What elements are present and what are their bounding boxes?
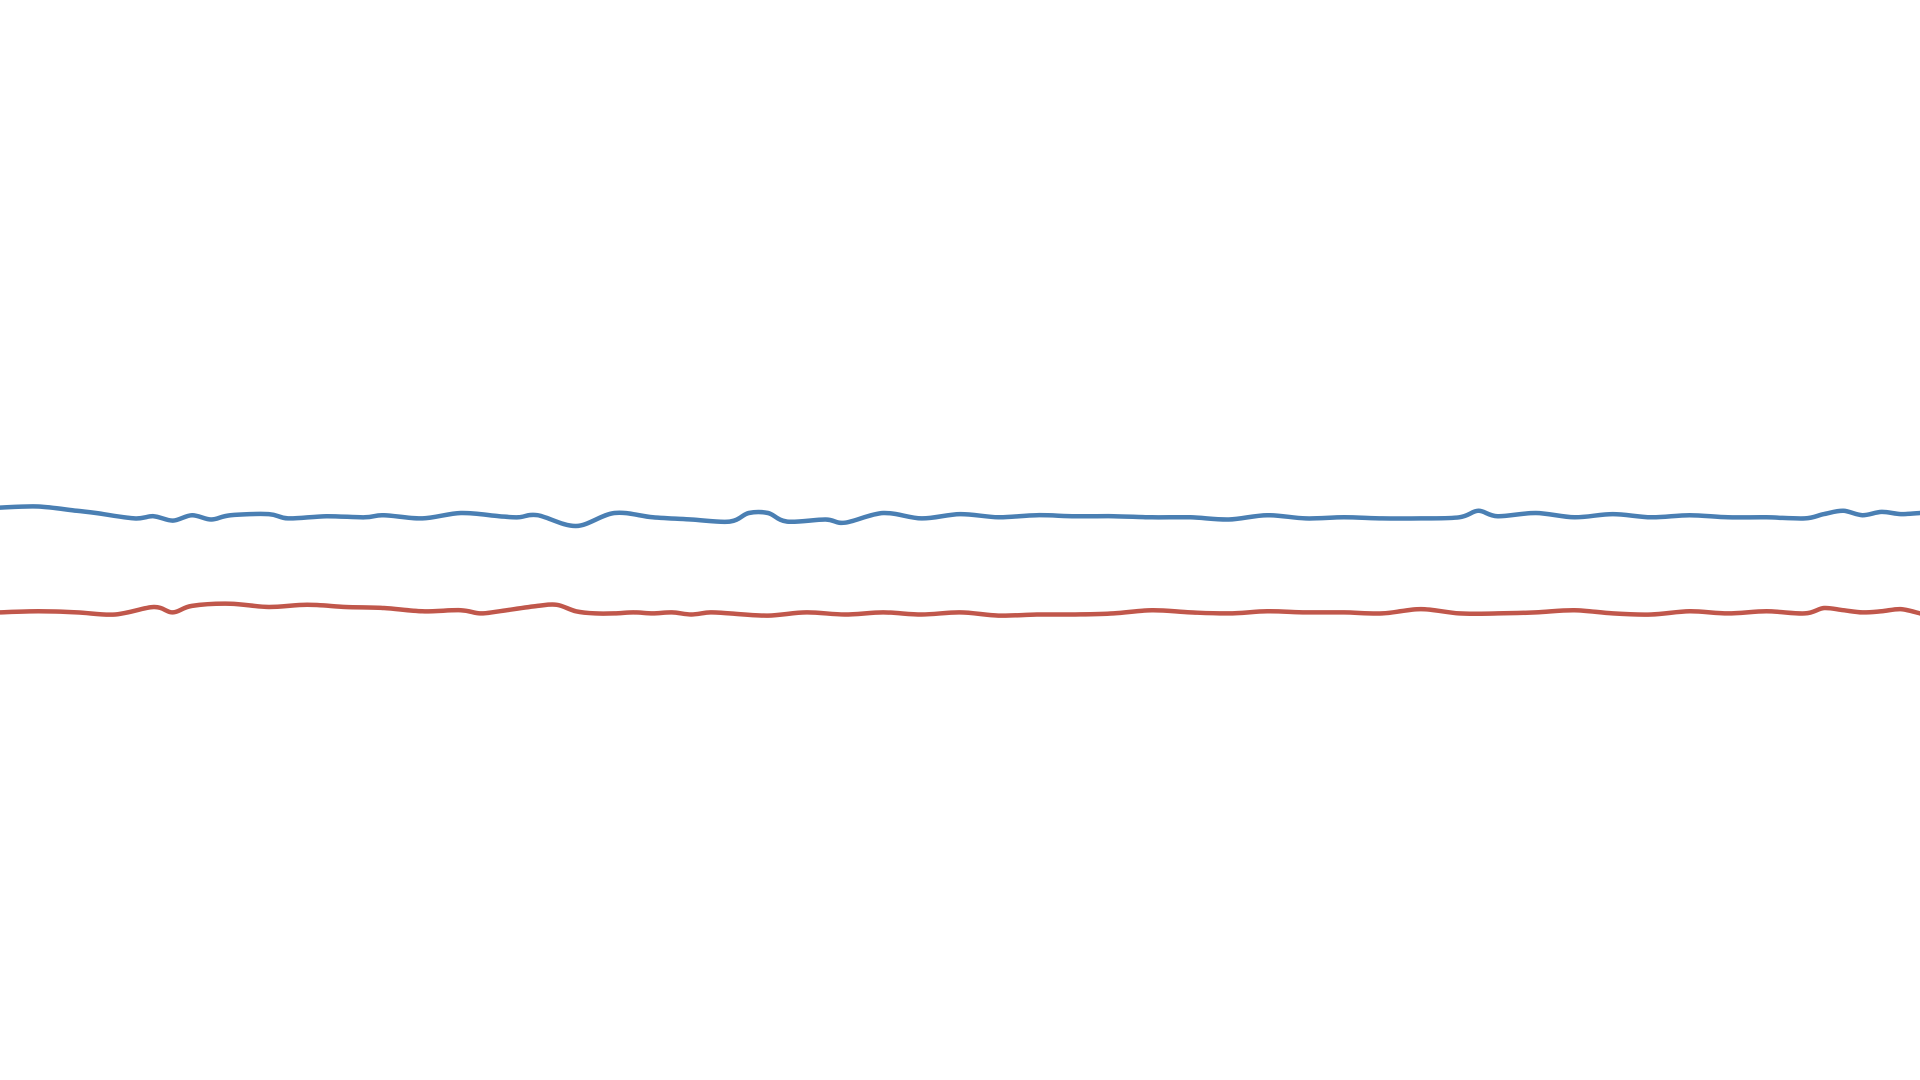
- series-line-1: [0, 504, 1920, 529]
- series-layer: [0, 504, 1920, 618]
- series-line-2: [0, 601, 1920, 618]
